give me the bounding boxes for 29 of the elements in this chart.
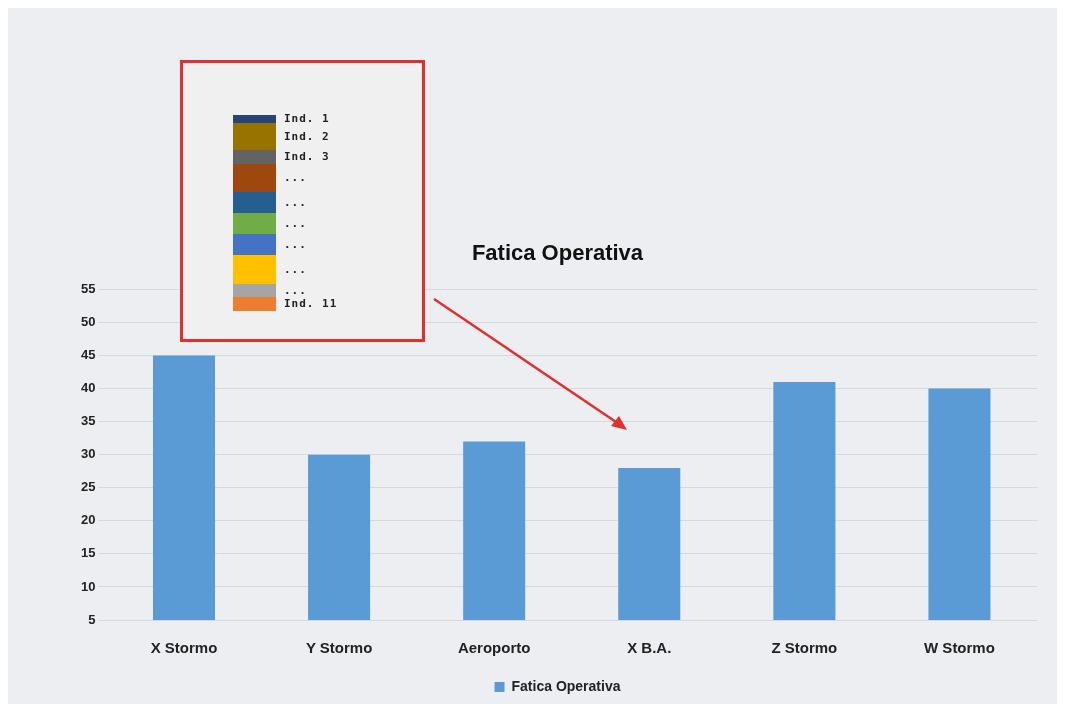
- y-tick-label: 55: [80, 280, 96, 296]
- annotation: Ind. 11: [284, 297, 338, 311]
- text: ...: [284, 171, 307, 185]
- annotation: ...: [284, 283, 307, 298]
- text: ...: [284, 216, 307, 231]
- x-tick-label: Z Stormo: [771, 639, 838, 657]
- y-tick-label: 10: [80, 578, 96, 594]
- x-tick-label: W Stormo: [924, 639, 995, 657]
- text: ...: [284, 237, 307, 252]
- text: ...: [284, 262, 307, 277]
- y-tick-label: 40: [80, 380, 96, 396]
- y-tick-label: 50: [80, 314, 96, 330]
- y-tick-label: 20: [80, 512, 96, 528]
- y-tick-label: 15: [80, 545, 96, 561]
- y-tick-label: 25: [80, 479, 96, 495]
- x-tick-label: X Stormo: [150, 639, 218, 657]
- legend-label: Fatica Operativa: [511, 677, 621, 694]
- x-tick-label: Aeroporto: [457, 639, 531, 657]
- y-tick-label: 5: [88, 611, 96, 627]
- y-tick-label: 35: [80, 413, 96, 429]
- x-tick-label: X B.A.: [627, 639, 672, 657]
- text: Ind. 1: [284, 112, 330, 126]
- y-tick-label: 30: [80, 446, 96, 462]
- text: ...: [284, 195, 307, 210]
- x-tick-label: Y Stormo: [305, 639, 373, 657]
- text: Ind. 2: [284, 129, 330, 144]
- chart-title: Fatica Operativa: [471, 240, 644, 266]
- y-tick-label: 45: [80, 347, 96, 363]
- text: Ind. 3: [284, 150, 330, 164]
